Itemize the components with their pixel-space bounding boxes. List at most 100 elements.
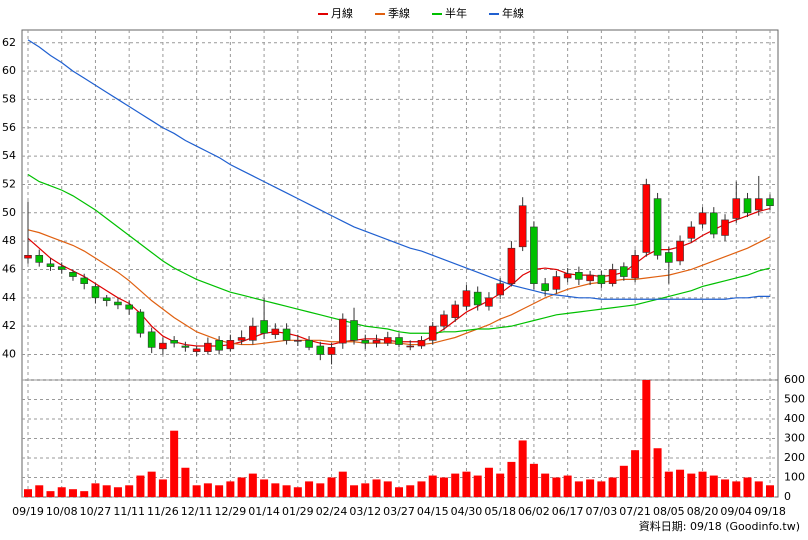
x-tick-label: 11/26 (147, 505, 179, 518)
volume-bar (586, 479, 595, 497)
volume-bar (721, 479, 730, 497)
volume-bar (293, 487, 302, 497)
candle-body (428, 325, 437, 341)
y-tick-label: 40 (2, 347, 16, 360)
candle-body (653, 198, 662, 256)
candle-body (732, 198, 741, 219)
volume-bar (338, 471, 347, 497)
candle-body (485, 297, 493, 307)
candle-body (440, 314, 448, 327)
volume-bar (57, 487, 66, 497)
candle-body (552, 276, 561, 290)
candle-body (541, 283, 549, 292)
candle-body (80, 277, 89, 284)
volume-bar (597, 481, 606, 497)
volume-bar (428, 475, 437, 497)
candle-body (305, 340, 313, 348)
candle-body (35, 255, 44, 263)
volume-bar (24, 489, 32, 497)
volume-bar (158, 479, 167, 497)
volume-bar (574, 481, 583, 497)
candle-body (395, 337, 403, 345)
candle-body (709, 212, 718, 235)
y2-tick-label: 0 (784, 490, 791, 503)
volume-bar (451, 473, 460, 497)
volume-bar (417, 481, 426, 497)
legend-label: 月線 (331, 6, 353, 20)
y2-tick-label: 100 (784, 471, 805, 484)
volume-bar (68, 489, 77, 497)
candle-body (665, 252, 673, 263)
candle-body (192, 348, 201, 352)
ma-line (27, 174, 771, 334)
legend-label: 半年 (445, 6, 467, 20)
y2-tick-label: 300 (784, 432, 805, 445)
volume-bar (46, 491, 55, 497)
candle-body (620, 266, 628, 277)
x-tick-label: 01/14 (248, 505, 280, 518)
volume-bar (766, 485, 774, 497)
y2-tick-label: 600 (784, 373, 805, 386)
candle-body (586, 274, 594, 282)
volume-bar (248, 473, 257, 497)
y-tick-label: 62 (2, 36, 16, 49)
legend-label: 季線 (388, 6, 410, 20)
volume-bar (743, 477, 752, 497)
candle-body (462, 290, 471, 307)
volume-bar (271, 483, 280, 497)
plot-frame (21, 29, 779, 498)
candle-body (642, 184, 651, 253)
y2-tick-label: 500 (784, 393, 805, 406)
x-tick-label: 03/12 (349, 505, 381, 518)
candle-body (766, 198, 774, 207)
candle-body (721, 219, 729, 236)
x-tick-label: 01/29 (282, 505, 314, 518)
volume-bar (80, 491, 89, 497)
volume-bar (35, 485, 44, 497)
volume-bar (507, 461, 516, 497)
y-tick-label: 48 (2, 234, 16, 247)
candle-body (507, 247, 516, 284)
volume-bar (192, 485, 201, 497)
candle-body (687, 226, 696, 239)
volume-bar (181, 467, 190, 497)
volume-bar (316, 483, 325, 497)
volume-bar (147, 471, 156, 497)
x-tick-label: 04/15 (417, 505, 449, 518)
candle-body (237, 337, 246, 341)
candle-body (327, 347, 336, 355)
candle-body (249, 325, 257, 341)
candle-body (181, 345, 190, 348)
candle-body (271, 328, 280, 335)
volume-bar (698, 471, 707, 497)
volume-bar (260, 479, 269, 497)
volume-bar (619, 465, 628, 497)
candle-body (417, 340, 426, 347)
candle-body (102, 297, 111, 301)
volume-bar (372, 479, 381, 497)
x-tick-label: 07/03 (586, 505, 618, 518)
x-tick-label: 12/11 (181, 505, 213, 518)
candle-body (136, 311, 145, 334)
x-tick-label: 07/21 (619, 505, 651, 518)
candle-body (204, 342, 212, 352)
candle-body (350, 320, 358, 341)
candle-body (383, 337, 392, 344)
y2-tick-label: 200 (784, 451, 805, 464)
legend-label: 年線 (502, 6, 524, 20)
x-tick-label: 09/04 (720, 505, 752, 518)
volume-bar (473, 475, 482, 497)
candle-body (406, 345, 415, 348)
volume-bar (541, 473, 550, 497)
volume-bar (631, 450, 640, 497)
y-tick-label: 58 (2, 92, 16, 105)
candle-body (496, 283, 504, 296)
candle-body (125, 304, 133, 310)
x-tick-label: 10/27 (80, 505, 112, 518)
volume-bar (237, 477, 246, 497)
volume-bar (732, 481, 741, 497)
candle-body (451, 304, 460, 318)
y-tick-label: 42 (2, 319, 16, 332)
volume-bar (496, 473, 505, 497)
x-tick-label: 04/30 (451, 505, 483, 518)
